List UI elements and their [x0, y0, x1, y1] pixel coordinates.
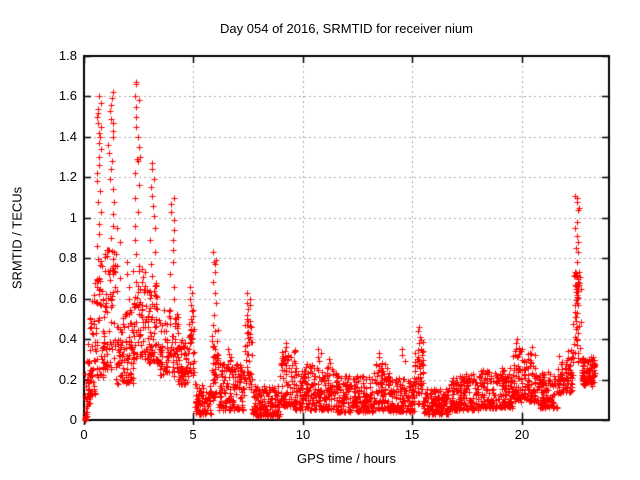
x-tick-label: 10 — [295, 427, 311, 442]
y-tick-label: 0.8 — [58, 250, 77, 265]
x-tick-label: 20 — [514, 427, 530, 442]
y-tick-label: 1.8 — [58, 48, 77, 63]
x-tick-label: 0 — [80, 427, 88, 442]
y-tick-label: 0.6 — [58, 291, 77, 306]
y-tick-label: 1.6 — [58, 88, 77, 103]
y-tick-label: 0.2 — [58, 372, 77, 387]
y-tick-label: 1.2 — [58, 169, 77, 184]
x-axis-label: GPS time / hours — [297, 451, 396, 466]
chart-title: Day 054 of 2016, SRMTID for receiver niu… — [220, 21, 473, 36]
y-tick-label: 1 — [69, 210, 77, 225]
y-axis-label: SRMTID / TECUs — [9, 186, 25, 290]
y-tick-label: 1.4 — [58, 129, 77, 144]
y-tick-label: 0 — [69, 412, 77, 427]
x-tick-label: 15 — [404, 427, 420, 442]
y-tick-label: 0.4 — [58, 331, 77, 346]
x-tick-label: 5 — [189, 427, 197, 442]
